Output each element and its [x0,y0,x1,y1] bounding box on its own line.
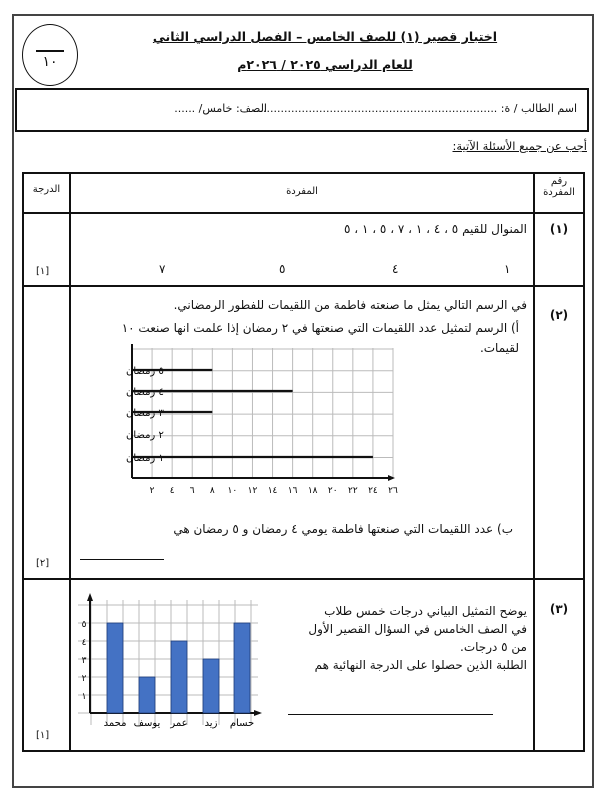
x-tick-label: ٨ [210,486,215,496]
category-label: زيد [205,718,218,729]
q1-option-3[interactable]: ٥ [279,262,286,276]
header-item: المفردة [286,186,318,197]
q3-answer-line[interactable] [288,714,493,715]
q2-answer-line[interactable] [80,559,164,560]
x-tick-label: ١٠ [228,486,238,496]
q2-part-a: أ) الرسم لتمثيل عدد اللقيمات التي صنعتها… [121,321,519,355]
category-label: ١ رمضان [126,453,164,464]
category-label: ٢ رمضان [126,430,164,441]
q1-grade: [١] [36,266,50,277]
q3-number: (٣) [549,602,569,616]
q2-grade: [٢] [36,558,50,569]
q1-option-2[interactable]: ٤ [392,262,399,276]
exam-title: اختبار قصير (١) للصف الخامس – الفصل الدر… [152,29,498,44]
q1-number: (١) [549,222,569,236]
q2-number: (٢) [549,308,569,322]
x-axis-arrow [254,710,262,716]
y-tick-label: ٥ [82,620,87,630]
x-tick-label: ٤ [170,486,175,496]
q3-line: الطلبة الذين حصلوا على الدرجة النهائية ه… [314,658,527,672]
class-field[interactable]: الصف: خامس/ ...... [174,102,267,115]
bar [170,640,188,714]
bar [138,676,156,714]
q3-line: يوضح التمثيل البياني درجات خمس طلاب [324,604,527,618]
x-tick-label: ١٦ [288,486,298,496]
header-number: رقم المفردة [543,176,575,198]
q1-option-1[interactable]: ١ [504,262,511,276]
x-tick-label: ٢٤ [368,486,378,496]
y-tick-label: ٢ [82,674,87,684]
score-line [36,50,64,52]
q3-grade: [١] [36,730,50,741]
x-tick-label: ١٤ [268,486,278,496]
q2-part-b: ب) عدد اللقيمات التي صنعتها فاطمة يومي ٤… [173,522,513,536]
student-info-box: اسم الطالب / ة: ........................… [15,88,589,132]
x-tick-label: ٦ [190,486,195,496]
category-label: عمر [169,718,187,729]
exam-subtitle: للعام الدراسي ٢٠٢٥ / ٢٠٢٦م [237,57,413,72]
instruction: أجب عن جميع الأسئلة الآتية: [452,139,587,153]
score-denominator: ١٠ [42,54,58,70]
q3-text: يوضح التمثيل البياني درجات خمس طلاب في ا… [308,602,527,674]
q1-option-4[interactable]: ٧ [159,262,166,276]
student-name-field[interactable]: اسم الطالب / ة: ........................… [252,102,577,115]
x-tick-label: ١٢ [248,486,258,496]
category-label: ٣ رمضان [126,408,164,419]
y-tick-label: ٤ [82,638,87,648]
bar [233,622,251,714]
y-tick-label: ١ [82,692,87,702]
category-label: محمد [104,718,127,729]
category-label: حسام [230,718,254,729]
x-tick-label: ٢٠ [328,486,338,496]
bar [202,658,220,714]
questions-table: رقم المفردة المفردة الدرجة (١) المنوال ل… [22,172,585,752]
category-label: يوسف [134,718,161,729]
x-tick-label: ٢ [150,486,155,496]
q2-intro: في الرسم التالي يمثل ما صنعته فاطمة من ا… [173,298,527,312]
x-tick-label: ١٨ [308,486,318,496]
q3-line: من ٥ درجات. [460,640,527,654]
x-tick-label: ٢٦ [388,486,398,496]
y-axis-arrow [87,593,93,601]
x-tick-label: ٢٢ [348,486,358,496]
category-label: ٤ رمضان [126,387,164,398]
category-label: ٥ رمضان [126,366,164,377]
q3-line: في الصف الخامس في السؤال القصير الأول [308,622,527,636]
q1-text: المنوال للقيم ٥ ، ٤ ، ١ ، ٧ ، ٥ ، ١ ، ٥ [343,222,527,236]
x-axis-arrow [388,475,395,481]
page-border [12,14,594,788]
header-grade: الدرجة [32,184,61,195]
y-tick-label: ٣ [82,656,87,666]
score-circle: ١٠ [22,24,78,86]
bar [106,622,124,714]
